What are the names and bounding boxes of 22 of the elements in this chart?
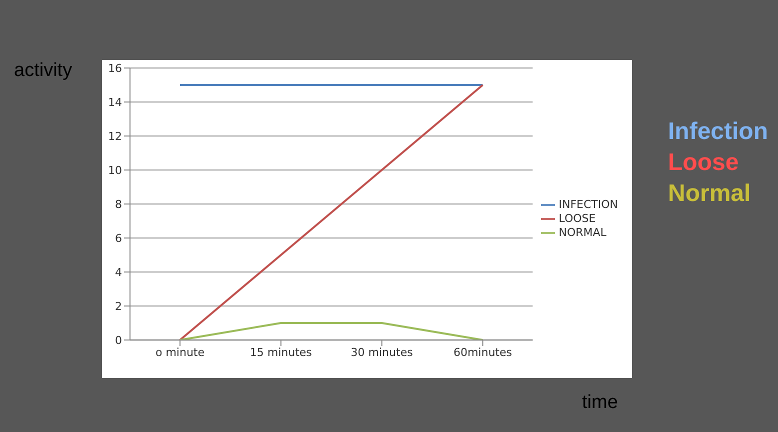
text: Normal [668, 180, 751, 208]
y-tick-label: 12 [108, 130, 122, 143]
text: Infection [668, 118, 768, 146]
y-tick-label: 10 [108, 164, 122, 177]
text: Loose [668, 149, 739, 177]
y-tick-label: 16 [108, 62, 122, 75]
legend-label: LOOSE [558, 212, 596, 226]
x-tick-label: 30 minutes [350, 346, 414, 359]
y-tick-label: 8 [115, 198, 122, 211]
x-tick-label: 15 minutes [250, 346, 312, 359]
y-tick-label: 6 [115, 232, 122, 245]
legend-label: INFECTION [558, 198, 618, 212]
x-tick-label: 60minutes [453, 346, 512, 359]
y-tick-label: 2 [115, 300, 122, 313]
y-tick-label: 4 [115, 266, 122, 279]
y-tick-label: 14 [108, 96, 122, 109]
y-tick-label: 0 [115, 334, 122, 347]
x-tick-label: o minute [155, 346, 205, 359]
y-axis-title: activity [14, 60, 72, 82]
line-series [179, 84, 484, 340]
x-axis-title: time [582, 392, 618, 414]
legend-label: NORMAL [558, 226, 606, 240]
